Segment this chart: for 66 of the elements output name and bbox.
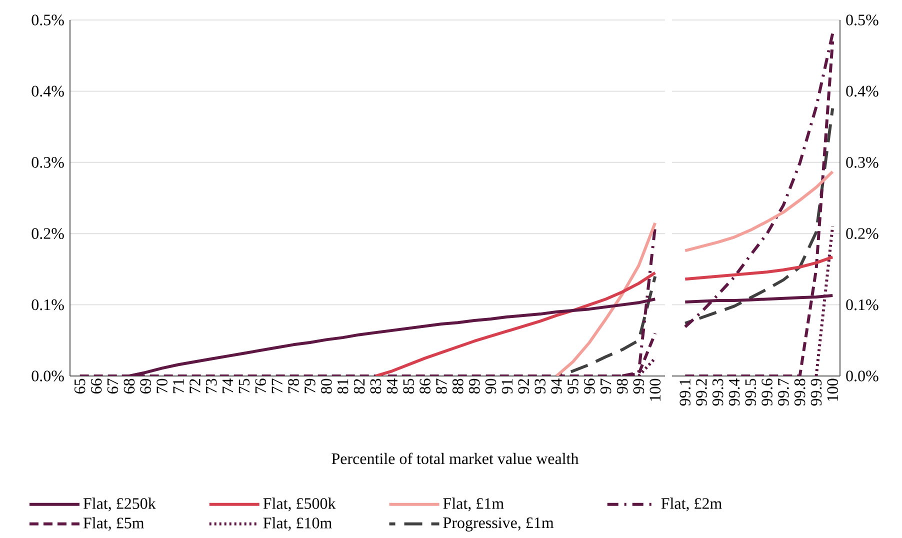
- legend-label: Progressive, £1m: [443, 517, 554, 532]
- x-tick-label: 78: [288, 378, 299, 394]
- x-tick-label: 65: [74, 378, 86, 394]
- x-tick-label: 92: [518, 379, 530, 394]
- y-tick-label: 0.5%: [846, 14, 878, 26]
- x-tick-label: 86: [420, 378, 430, 394]
- x-tick-label: 67: [107, 378, 118, 394]
- x-tick-label: 99.2: [696, 379, 707, 406]
- x-tick-label: 66: [90, 378, 102, 394]
- x-tick-label: 80: [321, 378, 332, 394]
- legend-label: Flat, £5m: [83, 517, 144, 531]
- x-tick-label: 89: [468, 378, 480, 394]
- x-axis-title: Percentile of total market value wealth: [332, 452, 579, 464]
- x-tick-label: 87: [436, 378, 447, 394]
- x-tick-label: 74: [222, 378, 234, 394]
- x-tick-label: 82: [354, 379, 365, 394]
- x-tick-label: 99.8: [794, 378, 806, 406]
- x-tick-label: 99.3: [712, 378, 724, 406]
- x-tick-label: 68: [124, 378, 135, 394]
- x-tick-label: 84: [386, 378, 398, 394]
- x-tick-label: 77: [272, 378, 282, 394]
- y-tick-label: 0.3%: [846, 156, 878, 168]
- x-tick-label: 99.4: [728, 378, 740, 406]
- x-tick-label: 69: [140, 378, 151, 394]
- x-tick-label: 88: [452, 378, 464, 394]
- x-tick-label: 99.7: [778, 378, 789, 406]
- x-tick-label: 100: [650, 378, 661, 401]
- x-tick-label: 99: [633, 378, 644, 394]
- x-tick-label: 95: [568, 378, 578, 394]
- legend-label: Flat, £2m: [661, 498, 722, 512]
- x-tick-label: 97: [600, 378, 612, 394]
- y-tick-label: 0.1%: [32, 299, 64, 310]
- x-tick-label: 98: [616, 378, 628, 394]
- legend-label: Flat, £250k: [83, 498, 156, 512]
- y-tick-label: 0.4%: [32, 86, 64, 97]
- y-tick-label: 0.2%: [846, 228, 878, 240]
- x-tick-label: 76: [255, 378, 266, 394]
- x-tick-label: 93: [534, 378, 546, 394]
- x-tick-label: 71: [173, 379, 184, 394]
- x-tick-label: 94: [551, 378, 562, 394]
- x-tick-label: 99.9: [810, 378, 822, 406]
- x-tick-label: 91: [502, 379, 513, 394]
- legend-label: Flat, £500k: [263, 498, 336, 512]
- x-tick-label: 73: [206, 378, 217, 394]
- x-tick-label: 72: [190, 379, 200, 394]
- x-tick-label: 96: [584, 378, 595, 394]
- x-tick-label: 100: [827, 378, 838, 401]
- x-tick-label: 81: [337, 379, 348, 394]
- x-tick-label: 99.5: [745, 378, 756, 406]
- y-tick-label: 0.1%: [846, 299, 878, 310]
- x-tick-label: 75: [238, 378, 250, 394]
- legend-label: Flat, £10m: [263, 517, 332, 531]
- legend-label: Flat, £1m: [443, 498, 504, 512]
- x-tick-label: 70: [156, 378, 168, 394]
- x-tick-label: 83: [370, 378, 382, 394]
- y-tick-label: 0.0%: [32, 370, 64, 382]
- y-tick-label: 0.2%: [32, 228, 64, 240]
- y-tick-label: 0.3%: [32, 156, 64, 168]
- x-tick-label: 79: [304, 378, 316, 394]
- x-tick-label: 99.6: [762, 378, 772, 406]
- x-tick-label: 99.1: [680, 379, 691, 406]
- y-tick-label: 0.0%: [846, 370, 878, 382]
- x-tick-label: 90: [485, 378, 496, 394]
- x-tick-label: 85: [403, 378, 414, 394]
- y-tick-label: 0.4%: [846, 86, 878, 97]
- y-tick-label: 0.5%: [32, 14, 64, 26]
